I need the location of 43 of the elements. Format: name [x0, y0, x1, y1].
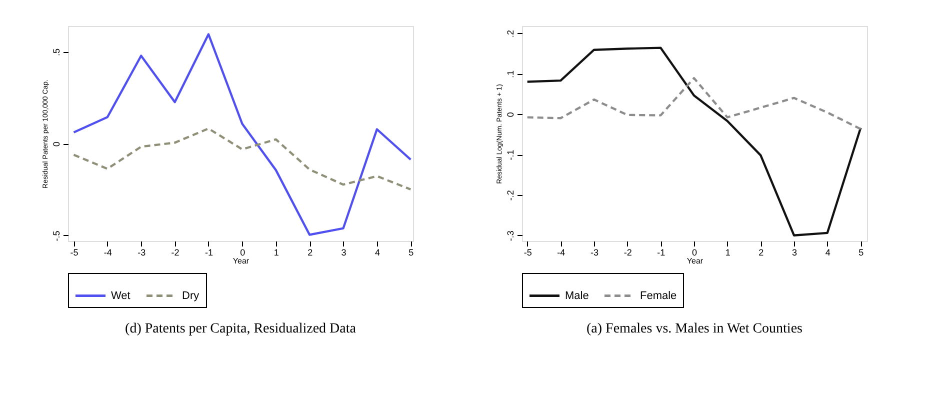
y-tick-label: .1: [506, 70, 516, 78]
x-tick-label: -3: [138, 248, 146, 258]
legend-label: Female: [640, 290, 677, 302]
y-tick-label: 0: [52, 142, 62, 147]
x-axis-title: Year: [232, 256, 250, 266]
x-tick-label: 0: [240, 248, 246, 258]
x-tick-label: 0: [692, 248, 698, 258]
line-series: [72, 33, 412, 236]
x-tick-label: 3: [341, 248, 346, 258]
y-tick-label: 0: [506, 112, 516, 118]
x-tick-label: -2: [624, 248, 632, 258]
x-tick-label: 3: [792, 248, 798, 258]
x-tick-label: 5: [408, 248, 414, 258]
line-series: [72, 127, 412, 190]
text: (a) Females vs. Males in Wet Counties: [586, 322, 802, 336]
x-tick-label: -4: [104, 248, 112, 258]
x-tick-label: 2: [758, 248, 764, 258]
x-tick-label: -1: [204, 248, 213, 258]
x-tick-label: -4: [557, 248, 566, 258]
y-tick-label: .2: [506, 30, 516, 38]
legend-label: Wet: [111, 290, 130, 302]
legend-label: Dry: [182, 290, 200, 302]
x-tick-label: -2: [171, 248, 180, 258]
x-tick-label: -5: [70, 248, 78, 258]
y-tick-label: -.5: [52, 230, 62, 242]
x-tick-label: 1: [725, 248, 730, 258]
x-tick-label: 2: [308, 248, 313, 258]
x-tick-label: 5: [858, 248, 864, 258]
x-tick-label: 4: [825, 248, 830, 258]
x-axis-title: Year: [686, 256, 704, 266]
legend-label: Male: [565, 290, 589, 302]
text: (d) Patents per Capita, Residualized Data: [125, 322, 357, 336]
x-tick-label: -3: [590, 248, 599, 258]
y-tick-label: -.1: [506, 150, 516, 160]
x-tick-label: 4: [374, 248, 380, 258]
y-tick-label: -.3: [506, 230, 516, 242]
x-tick-label: -5: [524, 248, 532, 258]
x-tick-label: -1: [657, 248, 666, 258]
y-tick-label: -.2: [506, 190, 516, 201]
line-series: [526, 77, 862, 130]
x-tick-label: 1: [274, 248, 279, 258]
y-tick-label: .5: [52, 48, 62, 56]
line-series: [526, 46, 862, 236]
